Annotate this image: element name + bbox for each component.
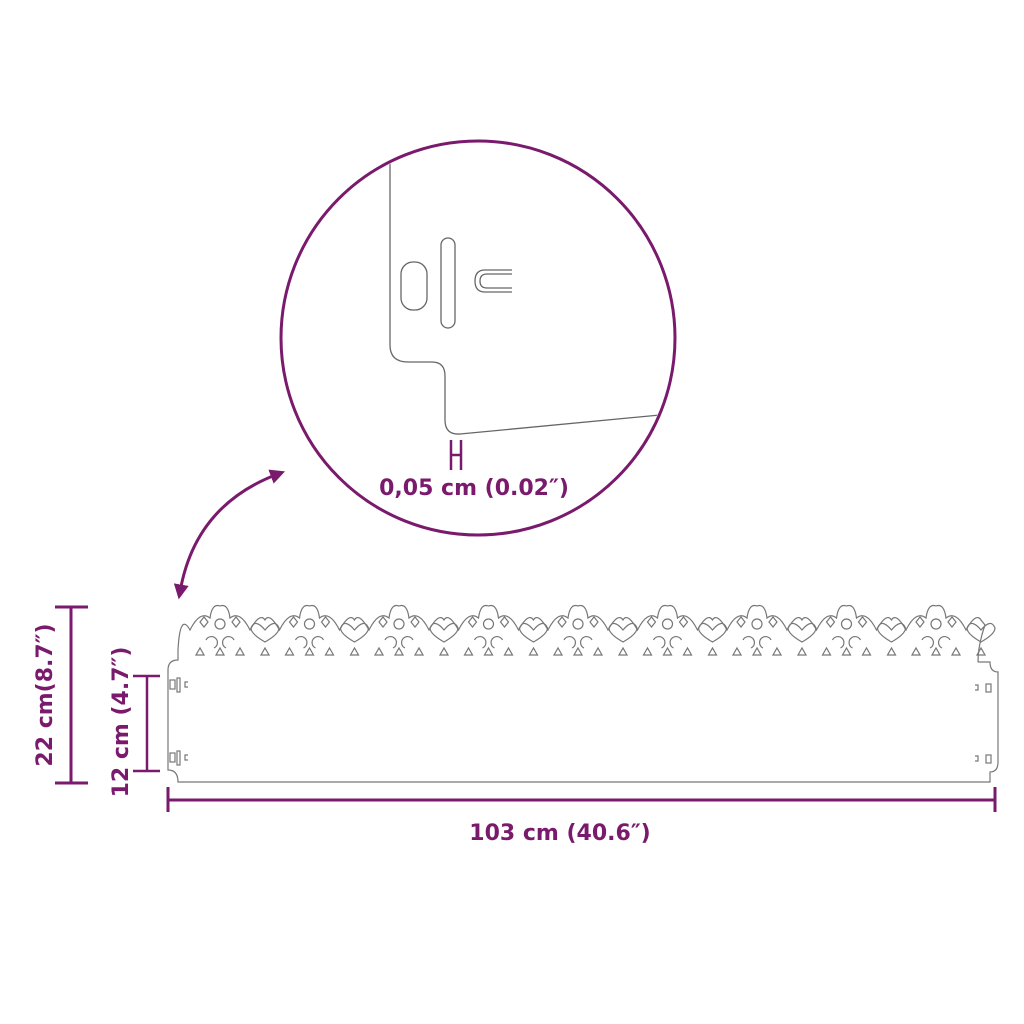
dim-length: 103 cm (40.6″) bbox=[166, 787, 997, 846]
triangle-cutout bbox=[552, 646, 629, 656]
flower-center bbox=[930, 618, 942, 630]
magnifier-circle bbox=[279, 139, 677, 537]
diamond-shape bbox=[378, 616, 420, 628]
heart-shape bbox=[429, 622, 459, 643]
hook-icon bbox=[474, 269, 512, 293]
flower-center bbox=[214, 618, 226, 630]
flower-center bbox=[303, 618, 316, 630]
flower-center bbox=[840, 618, 853, 630]
dim-height-total: 22 cm(8.7″) bbox=[33, 605, 88, 785]
flower-center bbox=[393, 618, 405, 630]
flower-center bbox=[661, 618, 674, 630]
scroll-cutout bbox=[652, 636, 683, 649]
ornament-border bbox=[177, 604, 996, 663]
right-connectors bbox=[975, 683, 992, 764]
heart-shape bbox=[787, 622, 817, 643]
flower-center bbox=[751, 618, 763, 630]
diamond-shape bbox=[825, 616, 868, 628]
triangle-cutout bbox=[463, 646, 539, 656]
edging-panel bbox=[167, 604, 999, 783]
heart-shape bbox=[697, 622, 728, 643]
thickness-marker bbox=[449, 440, 463, 470]
scroll-cutout bbox=[921, 636, 951, 649]
diamond-shape bbox=[646, 616, 689, 628]
slot-long bbox=[440, 237, 456, 329]
slot-hole bbox=[400, 261, 428, 311]
diamond-shape bbox=[199, 616, 241, 628]
triangle-cutout bbox=[284, 646, 360, 656]
diamond-shape bbox=[467, 616, 510, 628]
triangle-cutout bbox=[821, 646, 897, 656]
thickness-label: 0,05 cm (0.02″) bbox=[379, 476, 569, 501]
heart-shape bbox=[518, 622, 549, 643]
diamond-shape bbox=[288, 616, 331, 628]
flower-center bbox=[482, 618, 495, 630]
diamond-shape bbox=[915, 616, 957, 628]
panel-body bbox=[167, 650, 999, 783]
height-body-label: 12 cm (4.7″) bbox=[109, 647, 134, 798]
triangle-cutout bbox=[910, 646, 987, 656]
triangle-cutout bbox=[373, 646, 450, 656]
ornament-outline bbox=[177, 604, 986, 663]
triangle-cutout bbox=[194, 646, 271, 656]
triangle-cutout bbox=[731, 646, 808, 656]
scroll-cutout bbox=[563, 636, 593, 649]
triangle-cutout bbox=[642, 646, 718, 656]
heart-shape bbox=[339, 622, 370, 643]
left-connectors bbox=[169, 677, 188, 766]
diamond-shape bbox=[557, 616, 599, 628]
heart-shape bbox=[876, 622, 907, 643]
detail-magnifier: 0,05 cm (0.02″) bbox=[279, 139, 677, 537]
scroll-cutout bbox=[473, 636, 504, 649]
diamond-shape bbox=[736, 616, 778, 628]
scroll-cutout bbox=[205, 636, 235, 649]
heart-shape bbox=[250, 622, 280, 643]
heart-shape bbox=[608, 622, 638, 643]
zoom-arrow bbox=[173, 469, 286, 600]
height-total-label: 22 cm(8.7″) bbox=[33, 623, 58, 766]
scroll-cutout bbox=[742, 636, 772, 649]
scroll-cutout bbox=[384, 636, 414, 649]
length-label: 103 cm (40.6″) bbox=[469, 821, 650, 846]
panel-edge-detail bbox=[389, 150, 661, 435]
scroll-cutout bbox=[831, 636, 862, 649]
flower-center bbox=[572, 618, 584, 630]
dim-height-body: 12 cm (4.7″) bbox=[109, 647, 160, 798]
scroll-cutout bbox=[294, 636, 325, 649]
